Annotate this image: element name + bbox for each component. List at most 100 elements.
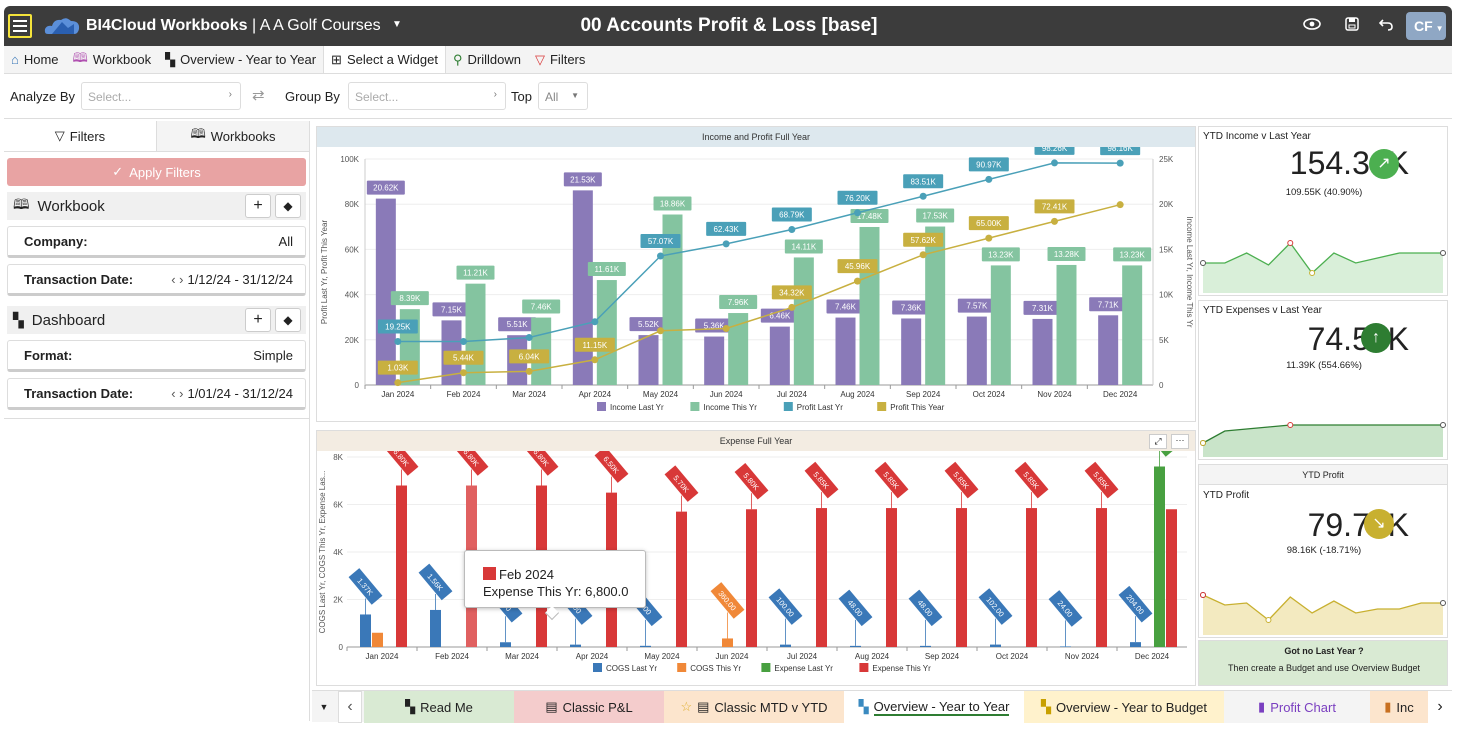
data-label: 21.53K <box>570 175 596 184</box>
group-by-label: Group By <box>285 89 340 104</box>
sheet-tab-classic-mtd-ytd[interactable]: ☆ ▤ Classic MTD v YTD <box>664 691 844 723</box>
line-point <box>591 356 599 364</box>
legend-entry: Expense This Yr <box>872 664 931 673</box>
sheet-tab-classic-pl[interactable]: ▤ Classic P&L <box>514 691 664 723</box>
sparkline-low <box>1265 617 1272 623</box>
kpi-ytd-expenses: YTD Expenses v Last Year 74.57K ↑ 11.39K… <box>1198 300 1448 460</box>
x-tick-label: Feb 2024 <box>435 652 469 661</box>
y-tick-label: 0 <box>355 381 360 390</box>
sheet-tab-overview-year-to-budget[interactable]: ▚ Overview - Year to Budget <box>1024 691 1224 723</box>
data-label-box <box>1118 585 1153 623</box>
x-tick-label: Jun 2024 <box>710 390 743 399</box>
add-filter-button[interactable]: + <box>245 194 271 218</box>
top-select[interactable]: All ▼ <box>538 82 588 110</box>
data-label-box <box>509 349 550 364</box>
chevron-right-icon: › <box>228 89 232 100</box>
legend-swatch <box>597 402 606 411</box>
data-label-box <box>768 588 803 625</box>
x-tick-label: Jul 2024 <box>787 652 818 661</box>
swap-icon[interactable]: ⇄ <box>252 87 265 104</box>
save-icon[interactable] <box>1342 17 1362 35</box>
sheet-tab-profit-chart[interactable]: ▮ Profit Chart <box>1224 691 1370 723</box>
format-filter[interactable]: Format: Simple <box>7 340 306 372</box>
expense-chart: 0 2K 4K 6K 8K COGS Last Yr, COGS This Yr, Exp… <box>318 420 1187 673</box>
data-label-box <box>640 234 681 249</box>
nav-drilldown[interactable]: ⚲ Drilldown <box>452 51 521 68</box>
chevron-right-icon[interactable]: › <box>1428 691 1452 723</box>
sheet-tab-inc[interactable]: ▮ Inc <box>1370 691 1428 723</box>
data-label-box <box>968 216 1009 231</box>
date-nav-arrows-icon[interactable]: ‹ › <box>171 385 184 401</box>
x-tick-label: Apr 2024 <box>576 652 609 661</box>
y-tick-label: 6K <box>333 501 343 510</box>
chevron-left-icon[interactable]: ‹ <box>338 691 362 723</box>
x-tick-label: Oct 2024 <box>973 390 1006 399</box>
profit-sparkline <box>1200 592 1446 635</box>
legend-entry: Income Last Yr <box>610 403 664 412</box>
dashboard-date-filter[interactable]: Transaction Date: ‹ › 1/01/24 - 31/12/24 <box>7 378 306 410</box>
apply-filters-button[interactable]: ✓ Apply Filters <box>7 158 306 186</box>
bar-income-this-yr <box>662 214 683 385</box>
data-label-box <box>522 299 561 314</box>
bar-expense-this-yr <box>1166 509 1177 647</box>
data-label-box <box>418 563 453 601</box>
dashboard-icon: ▚ <box>165 51 176 67</box>
data-label-box <box>978 588 1013 625</box>
expand-icon[interactable]: ⤢ <box>1149 434 1167 449</box>
line-profit-last-yr <box>397 162 1121 343</box>
caret-down-icon[interactable]: ▼ <box>392 19 402 30</box>
data-label-box <box>443 350 484 365</box>
y-tick-label: 0 <box>339 643 344 652</box>
sheet-tab-read-me[interactable]: ▚ Read Me <box>364 691 514 723</box>
sheet-menu-caret-icon[interactable]: ▼ <box>319 702 329 712</box>
eye-icon[interactable] <box>1302 17 1322 35</box>
sheet-tab-overview-year-to-year[interactable]: ▚ Overview - Year to Year <box>844 691 1024 723</box>
x-tick-label: Sep 2024 <box>925 652 960 661</box>
undo-icon[interactable] <box>1376 17 1396 35</box>
legend-swatch <box>677 663 687 672</box>
nav-filters[interactable]: ▽ Filters <box>534 51 586 68</box>
data-label-box <box>734 462 769 500</box>
data-label: 98.16K <box>1107 147 1133 153</box>
data-label-box <box>498 317 537 332</box>
data-label-box <box>981 247 1020 262</box>
add-filter-button[interactable]: + <box>245 308 271 332</box>
bar-cogs-this-yr <box>372 632 383 647</box>
workbook-section-header: 🕮 Workbook + ◆ <box>7 192 306 220</box>
workbook-date-filter[interactable]: Transaction Date: ‹ › 1/12/24 - 31/12/24 <box>7 264 306 296</box>
nav-home[interactable]: ⌂ Home <box>11 52 59 67</box>
data-label: 5.51K <box>507 320 529 329</box>
company-selector[interactable]: | A A Golf Courses <box>252 17 381 34</box>
tab-workbooks[interactable]: 🕮 Workbooks <box>157 121 309 151</box>
data-label: 19.25K <box>385 322 411 331</box>
date-nav-arrows-icon[interactable]: ‹ › <box>171 271 184 287</box>
y-right-tick-label: 10K <box>1159 291 1174 300</box>
data-label-box <box>706 221 747 236</box>
eraser-icon[interactable]: ◆ <box>275 308 301 332</box>
app-header: BI4Cloud Workbooks | A A Golf Courses ▼ … <box>4 6 1452 46</box>
data-label: 7.46K <box>531 303 553 312</box>
analyze-by-select[interactable]: Select... › <box>81 82 241 110</box>
legend-swatch <box>877 402 887 411</box>
legend-entry: Income This Yr <box>703 403 757 412</box>
more-options-icon[interactable]: ··· <box>1171 434 1189 449</box>
nav-workbook[interactable]: 🕮 Workbook <box>66 46 159 73</box>
data-label: 7.71K <box>1098 300 1120 309</box>
data-label: 17.48K <box>857 212 883 221</box>
company-filter[interactable]: Company: All <box>7 226 306 258</box>
data-label: 13.23K <box>1119 250 1145 259</box>
data-label-box <box>826 299 865 314</box>
eraser-icon[interactable]: ◆ <box>275 194 301 218</box>
data-label: 11.21K <box>463 269 488 278</box>
nav-overview[interactable]: ▚ Overview - Year to Year <box>165 51 317 68</box>
sparkline-end <box>1440 600 1446 606</box>
bar-income-this-yr <box>1056 264 1077 385</box>
data-label: 14.11K <box>791 242 816 251</box>
nav-select-widget[interactable]: ⊞ Select a Widget <box>323 46 446 73</box>
sparkline-end <box>1440 422 1446 428</box>
user-avatar[interactable]: CF ▼ <box>1406 12 1446 40</box>
group-by-select[interactable]: Select... › <box>348 82 506 110</box>
hamburger-menu-button[interactable] <box>8 14 32 38</box>
data-label: 65.00K <box>976 219 1002 228</box>
tab-filters[interactable]: ▽ Filters <box>4 121 157 151</box>
